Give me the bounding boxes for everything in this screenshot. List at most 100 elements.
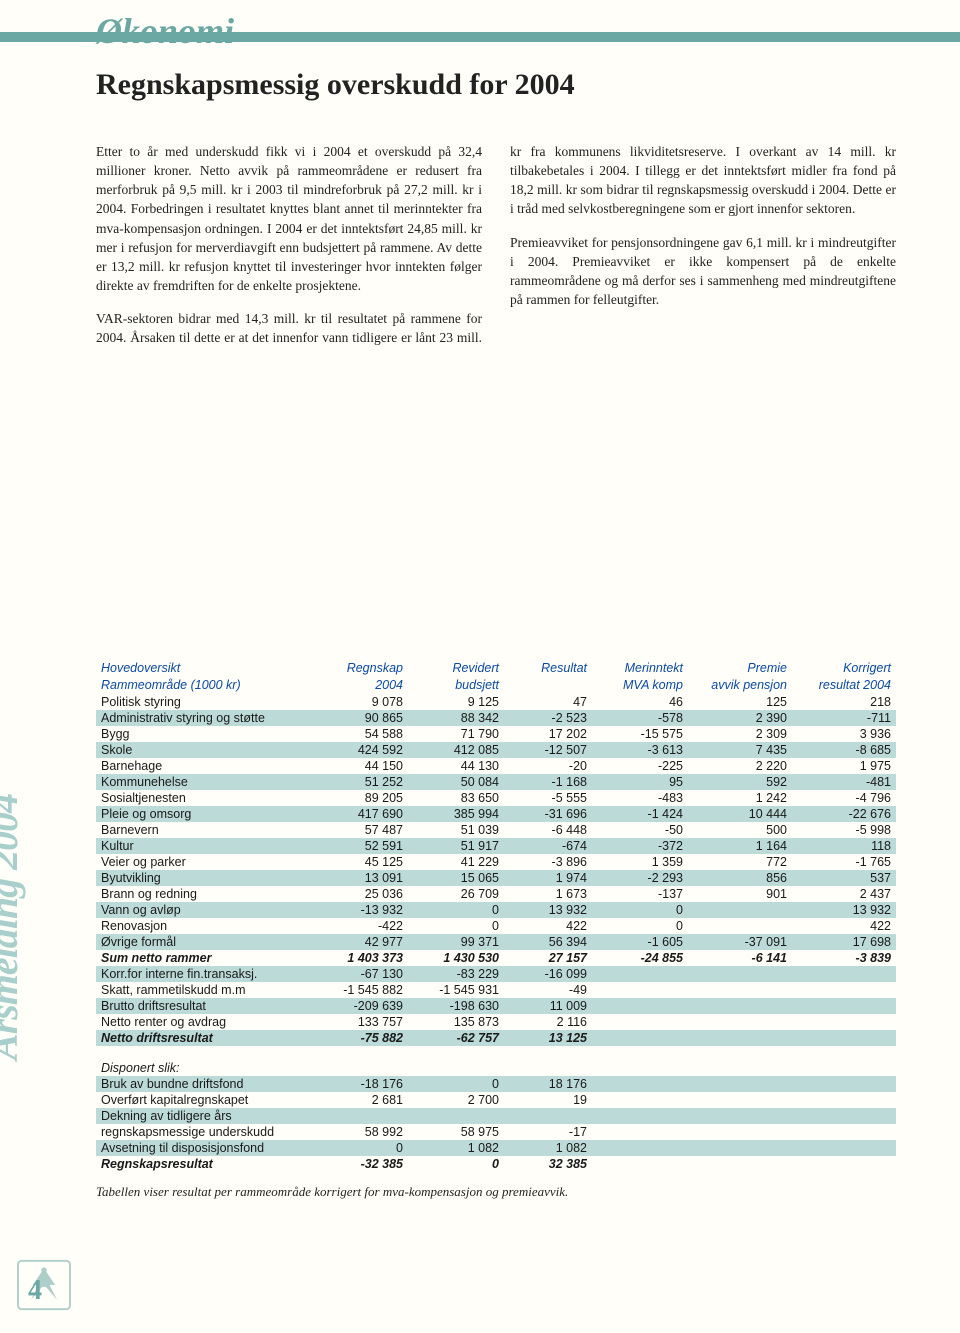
cell: -8 685	[792, 742, 896, 758]
cell: 2 309	[688, 726, 792, 742]
cell: 500	[688, 822, 792, 838]
table-row: Bygg54 58871 79017 202-15 5752 3093 936	[96, 726, 896, 742]
cell	[792, 1076, 896, 1092]
cell	[688, 902, 792, 918]
para-1: Etter to år med underskudd fikk vi i 200…	[96, 142, 482, 295]
cell: Brutto driftsresultat	[96, 998, 320, 1014]
table-row: Korr.for interne fin.transaksj.-67 130-8…	[96, 966, 896, 982]
cell	[688, 1076, 792, 1092]
cell: Kultur	[96, 838, 320, 854]
cell: -1 168	[504, 774, 592, 790]
cell: -674	[504, 838, 592, 854]
cell	[504, 1108, 592, 1124]
cell: Netto renter og avdrag	[96, 1014, 320, 1030]
cell: 71 790	[408, 726, 504, 742]
cell: -3 839	[792, 950, 896, 966]
cell: -372	[592, 838, 688, 854]
cell: -17	[504, 1124, 592, 1140]
cell: 0	[408, 902, 504, 918]
cell	[592, 998, 688, 1014]
cell: 52 591	[320, 838, 408, 854]
cell: Regnskapsresultat	[96, 1156, 320, 1172]
cell	[592, 1014, 688, 1030]
cell: 2 681	[320, 1092, 408, 1108]
cell: Bygg	[96, 726, 320, 742]
cell: 856	[688, 870, 792, 886]
cell: -37 091	[688, 934, 792, 950]
cell: 1 164	[688, 838, 792, 854]
cell: Brann og redning	[96, 886, 320, 902]
cell: 27 157	[504, 950, 592, 966]
cell	[688, 982, 792, 998]
table-row: Skole424 592412 085-12 507-3 6137 435-8 …	[96, 742, 896, 758]
cell: Renovasjon	[96, 918, 320, 934]
cell: 2 116	[504, 1014, 592, 1030]
cell: -50	[592, 822, 688, 838]
cell: -16 099	[504, 966, 592, 982]
col-header	[504, 677, 592, 694]
cell: Byutvikling	[96, 870, 320, 886]
cell: 592	[688, 774, 792, 790]
cell: -62 757	[408, 1030, 504, 1046]
col-header: Regnskap	[320, 660, 408, 677]
cell: 2 220	[688, 758, 792, 774]
cell: -137	[592, 886, 688, 902]
cell: 19	[504, 1092, 592, 1108]
table-row: Brutto driftsresultat-209 639-198 63011 …	[96, 998, 896, 1014]
cell: 10 444	[688, 806, 792, 822]
cell: 3 936	[792, 726, 896, 742]
cell: 1 975	[792, 758, 896, 774]
cell: Politisk styring	[96, 694, 320, 710]
cell: Kommunehelse	[96, 774, 320, 790]
cell: Sum netto rammer	[96, 950, 320, 966]
cell: 901	[688, 886, 792, 902]
cell: Avsetning til disposisjonsfond	[96, 1140, 320, 1156]
table-row: Bruk av bundne driftsfond-18 176018 176	[96, 1076, 896, 1092]
cell: 1 403 373	[320, 950, 408, 966]
table-row: Netto renter og avdrag133 757135 8732 11…	[96, 1014, 896, 1030]
table-row: Kultur52 59151 917-674-3721 164118	[96, 838, 896, 854]
page-number: 4	[28, 1275, 42, 1307]
cell: -67 130	[320, 966, 408, 982]
cell: 13 091	[320, 870, 408, 886]
cell	[592, 1124, 688, 1140]
cell: Overført kapitalregnskapet	[96, 1092, 320, 1108]
cell: 11 009	[504, 998, 592, 1014]
cell: Skatt, rammetilskudd m.m	[96, 982, 320, 998]
cell: -83 229	[408, 966, 504, 982]
cell: -6 448	[504, 822, 592, 838]
cell	[408, 1108, 504, 1124]
cell: -1 765	[792, 854, 896, 870]
cell: 0	[408, 1076, 504, 1092]
cell: 412 085	[408, 742, 504, 758]
para-3: Premieavviket for pensjonsordningene gav…	[510, 233, 896, 310]
cell: 135 873	[408, 1014, 504, 1030]
section-title: Økonomi	[96, 10, 234, 52]
cell: Pleie og omsorg	[96, 806, 320, 822]
cell: 1 082	[504, 1140, 592, 1156]
cell: 422	[504, 918, 592, 934]
cell: 13 932	[792, 902, 896, 918]
cell: -5 555	[504, 790, 592, 806]
cell	[792, 966, 896, 982]
cell	[688, 1030, 792, 1046]
cell: Skole	[96, 742, 320, 758]
cell: -18 176	[320, 1076, 408, 1092]
cell: -198 630	[408, 998, 504, 1014]
table-row: Vann og avløp-13 932013 932013 932	[96, 902, 896, 918]
table-row: regnskapsmessige underskudd58 99258 975-…	[96, 1124, 896, 1140]
cell: Sosialtjenesten	[96, 790, 320, 806]
cell: Barnehage	[96, 758, 320, 774]
cell: 385 994	[408, 806, 504, 822]
cell	[792, 1108, 896, 1124]
cell: -24 855	[592, 950, 688, 966]
cell	[592, 1140, 688, 1156]
cell	[688, 1108, 792, 1124]
cell: 88 342	[408, 710, 504, 726]
cell: 772	[688, 854, 792, 870]
cell: -2 293	[592, 870, 688, 886]
cell: -225	[592, 758, 688, 774]
cell: 125	[688, 694, 792, 710]
table-row: Renovasjon-42204220422	[96, 918, 896, 934]
cell: 57 487	[320, 822, 408, 838]
